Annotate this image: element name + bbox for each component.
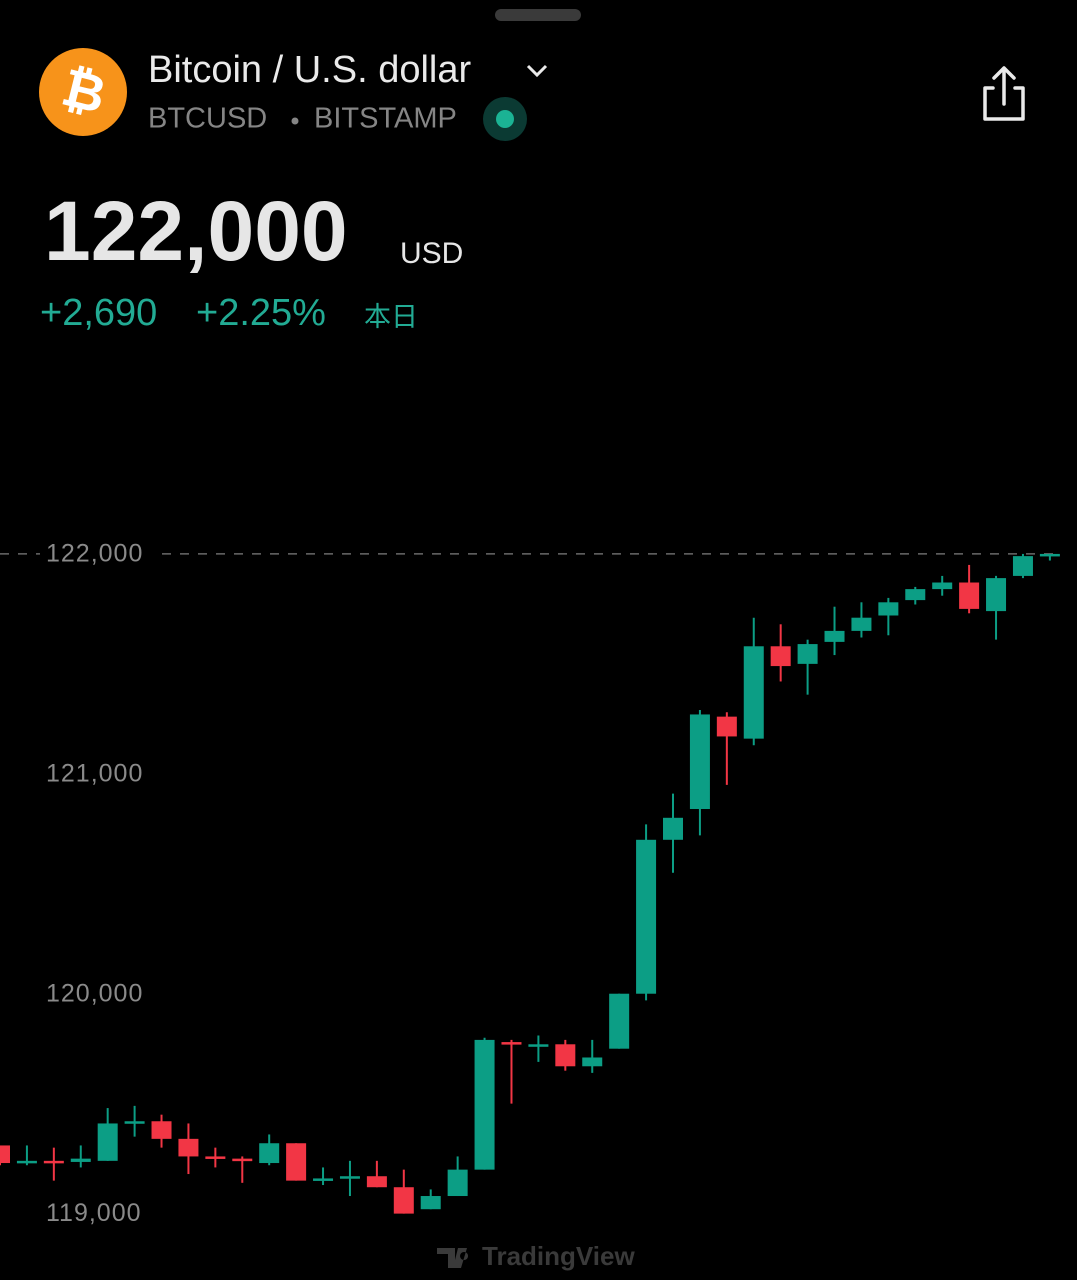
candle-body [43, 1160, 64, 1164]
y-tick-mark [40, 978, 160, 1009]
candle-body [339, 1176, 360, 1179]
candle-body [555, 1044, 576, 1067]
price-change-pct: +2.25% [196, 292, 326, 334]
candle-body [1039, 553, 1060, 557]
watermark: TradingView [437, 1241, 635, 1271]
drag-handle[interactable] [495, 9, 581, 21]
candle-body [743, 646, 764, 739]
candle-body [366, 1176, 387, 1188]
candle-body [959, 582, 980, 609]
currency: USD [400, 237, 463, 270]
candle-body [609, 993, 630, 1049]
candle-body [501, 1042, 522, 1045]
y-tick-mark [40, 758, 160, 789]
candle-body [16, 1160, 37, 1164]
y-tick-label: 120,000 [46, 979, 143, 1007]
candle-body [797, 644, 818, 664]
candle-body [716, 716, 737, 737]
candle-body [97, 1123, 118, 1161]
separator-dot [291, 117, 299, 125]
candle-body [286, 1143, 307, 1181]
candle-body [313, 1178, 334, 1181]
candle-body [474, 1039, 495, 1170]
candle-body [0, 1145, 10, 1164]
candle-body [824, 630, 845, 642]
candle-body [259, 1143, 280, 1164]
exchange: BITSTAMP [314, 103, 457, 135]
candle-body [232, 1158, 253, 1162]
candle-body [1012, 556, 1033, 576]
candle-body [851, 617, 872, 631]
candle-body [689, 714, 710, 810]
candle-body [770, 646, 791, 667]
candle-body [663, 817, 683, 840]
candle-body [636, 839, 657, 994]
candle-body [124, 1121, 145, 1124]
pair-title[interactable]: Bitcoin / U.S. dollar [148, 49, 471, 91]
candle-body [420, 1196, 441, 1210]
candle-body [151, 1121, 172, 1139]
y-tick-mark [40, 538, 160, 569]
watermark-text: TradingView [482, 1241, 635, 1271]
candle-body [986, 578, 1007, 612]
period: 本日 [364, 302, 418, 332]
candle-body [70, 1158, 91, 1162]
share-button[interactable] [983, 66, 1025, 121]
candle-body [393, 1187, 414, 1214]
price: 122,000 [44, 184, 348, 278]
candle-body [447, 1169, 468, 1197]
coin-logo [39, 48, 127, 136]
y-tick-label: 121,000 [46, 759, 143, 787]
candle-body [582, 1057, 603, 1067]
ticker-symbol: BTCUSD [148, 103, 267, 135]
candle-body [205, 1156, 226, 1159]
candle-body [878, 602, 899, 616]
candle-body [178, 1138, 199, 1157]
y-tick-label: 119,000 [46, 1199, 142, 1227]
price-change: +2,690 [40, 292, 157, 334]
y-tick-mark [40, 1198, 160, 1229]
y-tick-label: 122,000 [46, 540, 143, 568]
candle-body [905, 589, 926, 601]
candle-body [932, 582, 953, 590]
candle-body [528, 1044, 549, 1047]
market-status-dot [496, 110, 514, 128]
chart: 119,000 120,000 121,000 122,000 [0, 538, 1062, 1229]
dropdown-chevron[interactable] [526, 64, 548, 78]
